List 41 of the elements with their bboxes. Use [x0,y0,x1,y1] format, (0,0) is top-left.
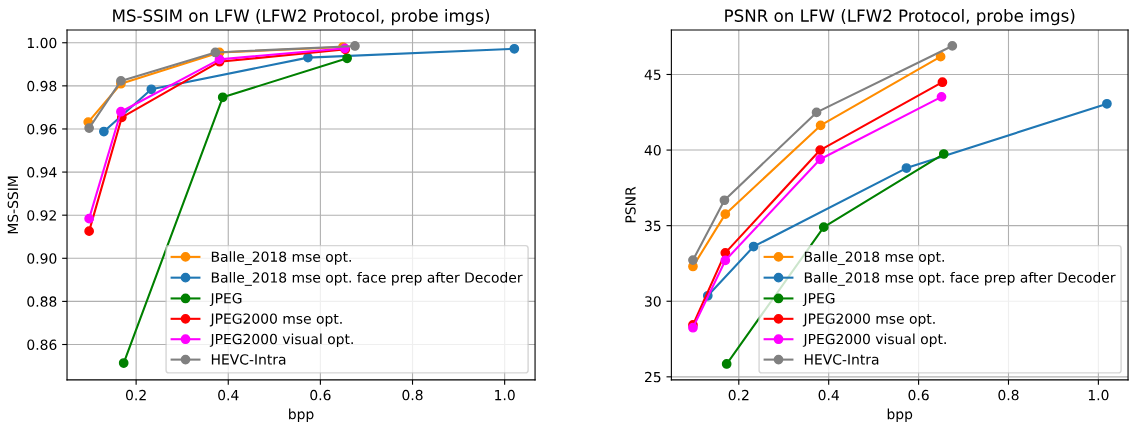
legend-label: Balle_2018 mse opt. [804,251,944,266]
legend-label: Balle_2018 mse opt. face prep after Decoder [804,271,1116,286]
legend-label: JPEG2000 visual opt. [209,333,353,347]
y-tick-label: 0.86 [27,339,57,350]
legend-label: HEVC-Intra [211,354,286,365]
x-tick-label: 1.0 [1088,389,1109,401]
legend-label: JPEG [802,293,835,307]
y-tick-label: 35 [645,220,661,232]
legend-label: JPEG2000 visual opt. [802,333,946,347]
chart-title: MS-SSIM on LFW (LFW2 Protocol, probe imgs) [113,9,490,26]
y-tick-label: 0.88 [27,296,57,307]
y-tick-label: 45 [644,69,661,80]
y-tick-label: 30 [645,296,661,307]
y-tick-label: 0.96 [27,123,57,135]
x-tick-label: 0.4 [218,389,239,401]
x-tick-label: 1.0 [495,389,515,401]
x-tick-label: 0.6 [310,389,331,401]
y-tick-label: 0.92 [27,210,56,221]
x-tick-label: 0.8 [998,389,1019,401]
chart-title: PSNR on LFW (LFW2 Protocol, probe imgs) [725,9,1075,26]
legend-label: Balle_2018 mse opt. face prep after Decoder [211,271,523,286]
x-axis-title: bpp [887,408,913,423]
y-axis-title: PSNR [625,186,636,223]
x-tick-label: 0.6 [908,389,929,401]
legend-label: JPEG [209,293,242,307]
x-tick-label: 0.2 [728,389,749,401]
y-tick-label: 1.00 [27,37,57,49]
y-tick-label: 0.90 [27,253,57,264]
legend-label: JPEG2000 mse opt. [209,313,342,327]
legend-label: Balle_2018 mse opt. [211,251,351,266]
y-tick-label: 40 [644,145,661,156]
y-tick-label: 0.98 [27,80,57,92]
x-tick-label: 0.4 [818,389,839,401]
x-axis-title: bpp [289,408,314,423]
x-tick-label: 0.2 [126,389,146,401]
legend-label: JPEG2000 mse opt. [802,313,935,327]
y-tick-label: 25 [645,371,661,383]
legend-label: HEVC-Intra [804,354,879,365]
x-tick-label: 0.8 [402,389,423,401]
y-axis-title: MS-SSIM [7,176,19,234]
y-tick-label: 0.94 [27,167,57,178]
